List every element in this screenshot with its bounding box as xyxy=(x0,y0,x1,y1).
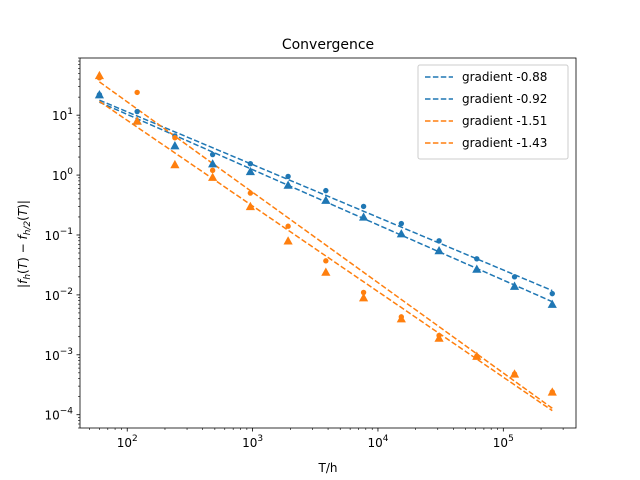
data-point-s2-5 xyxy=(245,166,255,176)
fit-line-1 xyxy=(99,99,553,292)
y-tick-label-1: 10−4 xyxy=(44,407,73,423)
data-point-s3-6 xyxy=(285,223,291,229)
x-tick-label-1: 102 xyxy=(117,434,138,450)
data-point-s1-4 xyxy=(209,151,216,158)
plot-area xyxy=(79,57,577,429)
x-axis: 102 103 104 105 xyxy=(89,428,564,450)
y-tick-label-6: 101 xyxy=(52,107,73,123)
fit-line-3 xyxy=(98,81,553,409)
data-point-s1-5 xyxy=(247,160,254,167)
data-point-s2-9 xyxy=(396,229,406,238)
x-tick-label-4: 105 xyxy=(493,434,514,450)
data-point-s3-2 xyxy=(134,89,140,96)
data-point-s4-4 xyxy=(208,172,218,181)
data-point-s3-3 xyxy=(172,135,178,141)
data-point-s4-7 xyxy=(321,267,331,276)
data-point-s1-12 xyxy=(511,274,518,280)
data-point-s4-11 xyxy=(472,351,482,360)
data-point-s2-4 xyxy=(208,159,218,168)
data-point-s1-6 xyxy=(285,173,291,180)
data-point-s1-10 xyxy=(436,238,442,244)
data-point-s1-7 xyxy=(323,187,329,194)
data-point-s2-8 xyxy=(358,212,369,221)
data-point-s2-13 xyxy=(547,299,557,308)
x-axis-label: T/h xyxy=(318,461,338,475)
data-point-s4-10 xyxy=(434,333,444,342)
data-point-s1-2 xyxy=(134,108,140,115)
data-point-s2-10 xyxy=(434,245,444,255)
x-tick-label-3: 104 xyxy=(367,434,388,450)
data-point-s1-9 xyxy=(398,220,405,227)
data-point-s2-6 xyxy=(283,180,293,189)
y-tick-label-3: 10−2 xyxy=(44,287,73,303)
data-point-s4-13 xyxy=(547,387,557,396)
data-point-s4-3 xyxy=(170,159,180,169)
y-axis-label: |fh(T) − fh/2(T)| xyxy=(16,200,33,288)
legend-label-1: gradient -0.88 xyxy=(462,70,547,84)
chart-title: Convergence xyxy=(282,37,374,53)
data-point-s3-4 xyxy=(209,167,216,174)
y-tick-label-5: 100 xyxy=(52,167,73,183)
data-point-s3-8 xyxy=(360,289,367,296)
fit-line-4 xyxy=(98,100,553,412)
data-point-s2-11 xyxy=(472,264,482,273)
data-point-s2-3 xyxy=(170,141,180,150)
data-point-s4-9 xyxy=(396,314,406,323)
data-point-s1-13 xyxy=(549,290,555,297)
data-point-s3-7 xyxy=(323,258,329,264)
data-point-s2-12 xyxy=(509,281,520,290)
plot-data xyxy=(94,70,557,412)
data-point-s1-8 xyxy=(360,203,367,210)
data-point-s4-12 xyxy=(509,369,520,378)
data-point-s4-2 xyxy=(132,116,142,125)
data-point-s4-6 xyxy=(283,236,293,245)
y-tick-label-2: 10−3 xyxy=(44,347,73,363)
data-point-s2-1 xyxy=(94,90,105,99)
legend-label-2: gradient -0.92 xyxy=(462,92,547,106)
legend-label-4: gradient -1.43 xyxy=(462,136,547,150)
data-point-s4-5 xyxy=(245,201,255,211)
y-tick-label-4: 10−1 xyxy=(44,227,73,243)
data-point-s4-1 xyxy=(94,70,105,80)
data-point-s3-5 xyxy=(247,190,254,196)
data-point-s1-11 xyxy=(474,256,480,262)
x-tick-label-2: 103 xyxy=(242,434,263,450)
legend-box xyxy=(417,64,569,160)
legend: gradient -0.88 gradient -0.92 gradient -1.… xyxy=(417,64,569,160)
data-point-s2-7 xyxy=(321,195,331,204)
y-axis: 10−4 10−3 10−2 10−1 100 101 xyxy=(44,57,80,429)
legend-label-3: gradient -1.51 xyxy=(462,114,547,128)
data-point-s4-8 xyxy=(358,293,369,302)
